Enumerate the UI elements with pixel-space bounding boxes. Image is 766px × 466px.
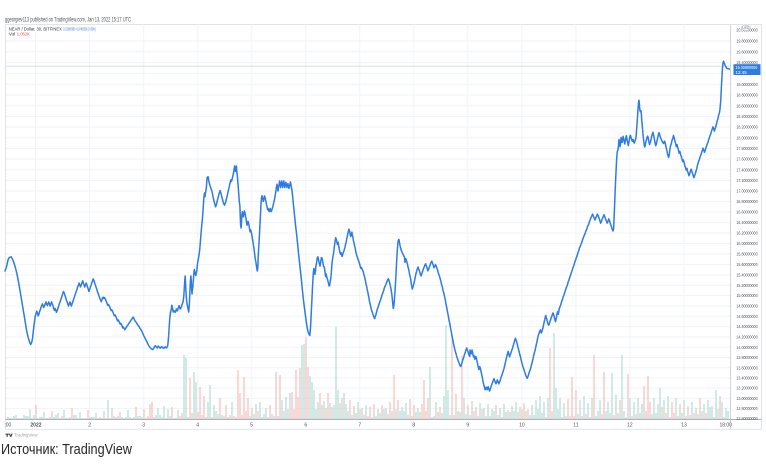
svg-text:2022: 2022 — [30, 423, 41, 429]
svg-text:TradingView: TradingView — [14, 433, 38, 438]
svg-text:19.60000000: 19.60000000 — [736, 49, 758, 54]
svg-text:4: 4 — [196, 423, 199, 429]
svg-text:16.60000000: 16.60000000 — [736, 210, 758, 215]
svg-text:Vol: Vol — [9, 32, 15, 37]
svg-text:16.00000000: 16.00000000 — [736, 241, 758, 246]
svg-text:17.80000000: 17.80000000 — [736, 146, 758, 151]
svg-text:14.80000000: 14.80000000 — [736, 304, 758, 309]
svg-text:14.40000000: 14.40000000 — [736, 324, 758, 329]
svg-text:15.20000000: 15.20000000 — [736, 283, 758, 288]
svg-text:USD: USD — [742, 26, 750, 30]
svg-text:18.00000000: 18.00000000 — [736, 135, 758, 140]
svg-text:17.00000000: 17.00000000 — [736, 189, 758, 194]
svg-text:12:45: 12:45 — [736, 70, 748, 75]
svg-text:3: 3 — [142, 423, 145, 429]
svg-text:17.60000000: 17.60000000 — [736, 157, 758, 162]
svg-text:16.40000000: 16.40000000 — [736, 220, 758, 225]
svg-text:17.40000000: 17.40000000 — [736, 167, 758, 172]
svg-text:18.80000000: 18.80000000 — [736, 93, 758, 98]
svg-text:15.00000000: 15.00000000 — [736, 293, 758, 298]
svg-text:NEAR / Dollar, 30, BITFINEX: NEAR / Dollar, 30, BITFINEX — [9, 27, 62, 32]
svg-text:13.40000000: 13.40000000 — [736, 376, 758, 381]
svg-text:13: 13 — [681, 423, 687, 429]
svg-text:15.40000000: 15.40000000 — [736, 273, 758, 278]
svg-text:18.20000000: 18.20000000 — [736, 125, 758, 130]
svg-text:17.20000000: 17.20000000 — [736, 178, 758, 183]
svg-text:7: 7 — [358, 423, 361, 429]
svg-text:14.60000000: 14.60000000 — [736, 314, 758, 319]
svg-text:2: 2 — [88, 423, 91, 429]
svg-text:6: 6 — [304, 423, 307, 429]
svg-text:18.60000000: 18.60000000 — [736, 103, 758, 108]
svg-text:16.80000000: 16.80000000 — [736, 199, 758, 204]
svg-text:15.80000000: 15.80000000 — [736, 252, 758, 257]
svg-text:13.80000000: 13.80000000 — [736, 355, 758, 360]
svg-text:12.60000000: 12.60000000 — [736, 416, 758, 421]
svg-text:11: 11 — [573, 423, 578, 429]
svg-text:16.20000000: 16.20000000 — [736, 231, 758, 236]
svg-text:13.20000000: 13.20000000 — [736, 386, 758, 391]
svg-text:19.30900000: 19.30900000 — [736, 65, 758, 70]
svg-text:5: 5 — [250, 423, 253, 429]
svg-text:13.60000000: 13.60000000 — [736, 365, 758, 370]
svg-text:19.40000000: 19.40000000 — [736, 60, 758, 65]
svg-text:18.40000000: 18.40000000 — [736, 114, 758, 119]
svg-text:9: 9 — [466, 423, 469, 429]
svg-text:19.30900000 -0.07400000 (-0.38: 19.30900000 -0.07400000 (-0.38%) — [63, 27, 96, 32]
svg-text:18:00: 18:00 — [719, 423, 732, 429]
svg-text:12.80000000: 12.80000000 — [736, 406, 758, 411]
svg-text:19.00000000: 19.00000000 — [736, 82, 758, 87]
svg-text:13.00000000: 13.00000000 — [736, 396, 758, 401]
svg-text:ggeorgiev113 published on Trad: ggeorgiev113 published on TradingView.co… — [5, 17, 131, 24]
svg-text:14.00000000: 14.00000000 — [736, 345, 758, 350]
svg-text:8: 8 — [412, 423, 415, 429]
svg-text:10: 10 — [519, 423, 525, 429]
svg-text:19.80000000: 19.80000000 — [736, 39, 758, 44]
svg-text:15.60000000: 15.60000000 — [736, 262, 758, 267]
svg-text::00: :00 — [4, 423, 11, 429]
svg-text:14.20000000: 14.20000000 — [736, 335, 758, 340]
svg-text:1.062K: 1.062K — [17, 32, 30, 37]
svg-text:12: 12 — [627, 423, 633, 429]
